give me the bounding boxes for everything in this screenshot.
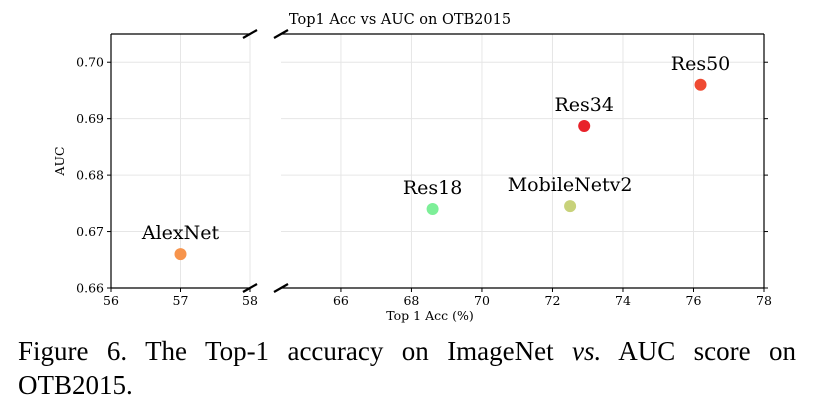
point-label-alexnet: AlexNet [141,222,220,244]
point-label-res50: Res50 [671,53,730,75]
y-tick-label: 0.70 [76,55,104,70]
point-label-res18: Res18 [403,177,462,199]
caption-italic: vs. [572,336,602,366]
x-tick-label: 70 [474,293,490,308]
chart-title: Top1 Acc vs AUC on OTB2015 [289,12,511,28]
x-tick-label: 72 [545,293,561,308]
x-tick-label: 74 [615,293,631,308]
point-res18 [426,202,439,215]
point-label-mobilenetv2: MobileNetv2 [508,174,633,196]
x-tick-label: 76 [686,293,702,308]
point-res50 [694,78,707,91]
x-tick-label: 66 [333,293,349,308]
x-axis-label: Top 1 Acc (%) [386,308,473,323]
x-tick-label: 68 [403,293,419,308]
y-axis-label: AUC [52,146,67,176]
axis-break-marks [242,29,289,293]
x-tick-label: 57 [173,293,189,308]
axis-ticks: 56 57 58 66 68 70 72 74 76 78 0.66 0.67 0.68 0.69 0.70 [76,55,772,308]
caption-prefix: Figure 6. The Top-1 accuracy on ImageNet [18,336,573,366]
data-points: AlexNet Res18 MobileNetv2 Res34 Res50 [141,53,730,261]
point-label-res34: Res34 [554,94,613,116]
point-res34 [578,120,591,133]
y-tick-label: 0.68 [76,168,104,183]
y-tick-label: 0.69 [76,111,104,126]
break-mark [242,283,258,293]
plot-panels [111,34,764,288]
y-tick-label: 0.66 [76,281,104,296]
point-alexnet [174,248,187,261]
x-tick-label: 78 [756,293,772,308]
point-mobilenetv2 [564,200,577,213]
x-tick-label: 56 [103,293,119,308]
caption-suffix: AUC score on OTB2015. [18,336,796,400]
figure-caption: Figure 6. The Top-1 accuracy on ImageNet… [18,334,796,402]
x-tick-label: 58 [242,293,258,308]
plot-area-2 [281,34,764,288]
break-mark [242,29,258,39]
break-mark [273,29,289,39]
y-tick-label: 0.67 [76,224,104,239]
axes-frames [110,33,765,289]
break-mark [273,283,289,293]
